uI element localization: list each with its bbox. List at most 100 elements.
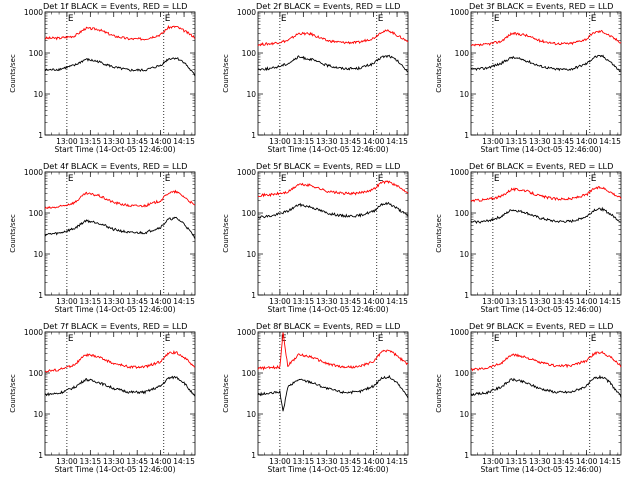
x-tick-label: 13:45 (339, 297, 361, 306)
y-tick-label: 1 (251, 131, 256, 140)
marker-letter: E (591, 334, 597, 344)
x-tick-label: 14:00 (363, 297, 385, 306)
x-tick-label: 13:30 (316, 457, 338, 466)
x-tick-label: 14:00 (150, 137, 172, 146)
marker-letter: E (494, 334, 500, 344)
y-tick-label: 1000 (450, 328, 469, 337)
x-tick-label: 13:45 (552, 137, 574, 146)
x-tick-label: 13:45 (339, 457, 361, 466)
y-tick-label: 10 (33, 410, 43, 419)
series-lld-line (44, 24, 196, 41)
chart-title: Det 2f BLACK = Events, RED = LLD (256, 1, 400, 11)
x-tick-label: 13:15 (293, 137, 315, 146)
x-tick-label: 13:00 (56, 137, 78, 146)
series-events-line (470, 374, 622, 398)
plot-frame (44, 171, 196, 296)
y-tick-label: 1 (38, 291, 43, 300)
marker-letter: E (591, 174, 597, 184)
series-events-line (470, 206, 622, 224)
y-axis-label: Counts/sec (9, 54, 17, 93)
y-tick-label: 10 (459, 250, 469, 259)
chart-panel-8: Det 8f BLACK = Events, RED = LLD 1 10 100 10… (222, 321, 409, 474)
series-events-line (257, 374, 409, 412)
chart-title: Det 6f BLACK = Events, RED = LLD (469, 161, 613, 171)
y-tick-label: 100 (242, 209, 257, 218)
chart-panel-5: Det 5f BLACK = Events, RED = LLD 1 10 100 10… (222, 161, 409, 314)
x-tick-label: 13:45 (126, 297, 148, 306)
series-events-line (257, 54, 409, 73)
plot-frame (44, 11, 196, 136)
y-tick-label: 1 (464, 291, 469, 300)
y-tick-label: 10 (246, 250, 256, 259)
series-lld-line (470, 29, 622, 47)
series-lld-line (470, 350, 622, 372)
series-lld-line (257, 332, 409, 371)
x-tick-label: 14:15 (599, 137, 621, 146)
x-tick-label: 13:30 (103, 137, 125, 146)
y-tick-label: 1 (464, 131, 469, 140)
y-tick-label: 100 (455, 369, 470, 378)
x-tick-label: 14:15 (386, 457, 408, 466)
chart-panel-6: Det 6f BLACK = Events, RED = LLD 1 10 100 10… (435, 161, 622, 314)
plot-frame (470, 11, 622, 136)
x-tick-label: 14:15 (173, 137, 195, 146)
y-tick-label: 1 (464, 451, 469, 460)
series-lld-line (44, 189, 196, 210)
chart-title: Det 8f BLACK = Events, RED = LLD (256, 321, 400, 331)
series-lld-line (470, 186, 622, 203)
y-tick-label: 10 (459, 410, 469, 419)
x-tick-label: 13:45 (126, 457, 148, 466)
y-tick-label: 1 (38, 451, 43, 460)
marker-letter: E (591, 14, 597, 24)
chart-title: Det 9f BLACK = Events, RED = LLD (469, 321, 613, 331)
y-tick-label: 100 (242, 49, 257, 58)
x-tick-label: 13:30 (316, 297, 338, 306)
y-axis-label: Counts/sec (222, 374, 230, 413)
y-tick-label: 10 (246, 410, 256, 419)
chart-title: Det 1f BLACK = Events, RED = LLD (43, 1, 187, 11)
marker-letter: E (378, 174, 384, 184)
x-tick-label: 14:00 (363, 457, 385, 466)
x-tick-label: 13:30 (316, 137, 338, 146)
x-tick-label: 14:15 (173, 457, 195, 466)
x-tick-label: 13:30 (529, 137, 551, 146)
series-events-line (44, 57, 196, 77)
x-tick-label: 13:00 (482, 137, 504, 146)
marker-letter: E (165, 334, 171, 344)
chart-panel-9: Det 9f BLACK = Events, RED = LLD 1 10 100 10… (435, 321, 622, 474)
x-axis-label: Start Time (14-Oct-05 12:46:00) (267, 305, 388, 314)
series-events-line (44, 216, 196, 240)
marker-letter: E (378, 14, 384, 24)
x-tick-label: 14:15 (173, 297, 195, 306)
series-events-line (470, 54, 622, 73)
x-tick-label: 13:15 (80, 457, 102, 466)
x-tick-label: 13:00 (482, 457, 504, 466)
marker-letter: E (281, 14, 287, 24)
y-tick-label: 10 (246, 90, 256, 99)
y-tick-label: 1000 (237, 328, 256, 337)
plot-frame (257, 11, 409, 136)
y-axis-label: Counts/sec (9, 214, 17, 253)
marker-letter: E (68, 14, 74, 24)
marker-letter: E (494, 174, 500, 184)
y-tick-label: 1 (251, 291, 256, 300)
y-tick-label: 1 (251, 451, 256, 460)
y-tick-label: 1000 (24, 328, 43, 337)
chart-panel-1: Det 1f BLACK = Events, RED = LLD 1 10 100 10… (9, 1, 196, 154)
x-tick-label: 13:15 (506, 137, 528, 146)
y-axis-label: Counts/sec (222, 54, 230, 93)
x-tick-label: 14:00 (363, 137, 385, 146)
marker-letter: E (165, 14, 171, 24)
y-axis-label: Counts/sec (9, 374, 17, 413)
chart-title: Det 4f BLACK = Events, RED = LLD (43, 161, 187, 171)
marker-letter: E (68, 174, 74, 184)
x-tick-label: 13:30 (103, 457, 125, 466)
marker-letter: E (494, 14, 500, 24)
x-tick-label: 14:00 (576, 297, 598, 306)
x-tick-label: 13:30 (529, 297, 551, 306)
x-tick-label: 13:00 (269, 137, 291, 146)
x-tick-label: 13:00 (56, 297, 78, 306)
y-tick-label: 1000 (24, 168, 43, 177)
chart-panel-7: Det 7f BLACK = Events, RED = LLD 1 10 100 10… (9, 321, 196, 474)
